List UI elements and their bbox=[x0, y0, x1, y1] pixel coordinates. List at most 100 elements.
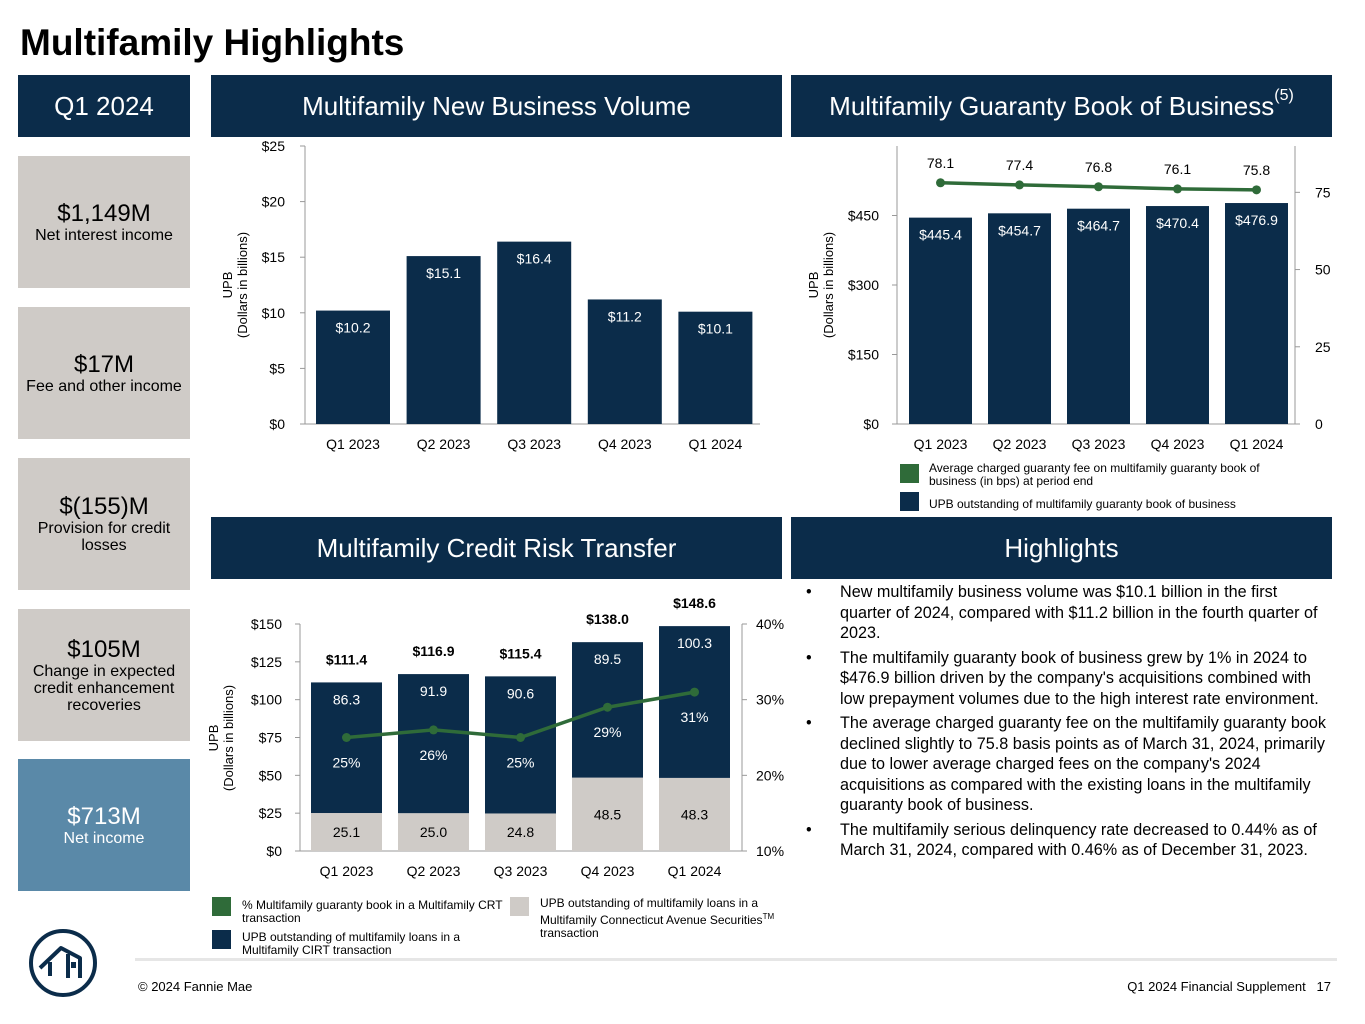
y-tick-label: $150 bbox=[251, 616, 282, 632]
highlight-item: The multifamily guaranty book of busines… bbox=[802, 648, 1332, 710]
highlight-item: The average charged guaranty fee on the … bbox=[802, 713, 1332, 816]
y-tick-label: $0 bbox=[266, 843, 282, 859]
bar-cirt bbox=[398, 674, 469, 814]
kpi-value: $1,149M bbox=[57, 199, 151, 227]
bar-cas bbox=[311, 813, 382, 851]
y-axis-title: UPB(Dollars in billions) bbox=[220, 232, 250, 338]
crt-pct-point bbox=[342, 733, 351, 742]
bar bbox=[316, 310, 390, 424]
y-tick-label: $5 bbox=[269, 360, 285, 376]
fee-point bbox=[1252, 185, 1261, 195]
total-label: $116.9 bbox=[412, 643, 454, 659]
x-tick-label: Q4 2023 bbox=[1151, 436, 1205, 452]
kpi-value: $17M bbox=[73, 350, 135, 378]
fee-point bbox=[936, 178, 945, 188]
bar bbox=[497, 241, 572, 424]
highlight-item: The multifamily serious delinquency rate… bbox=[802, 820, 1332, 861]
y-tick-label: $450 bbox=[848, 208, 879, 224]
total-label: $148.6 bbox=[673, 595, 716, 611]
kpi-provision: $(155)M Provision for credit losses bbox=[18, 458, 190, 590]
cirt-value-label: 100.3 bbox=[677, 635, 712, 651]
crt-pct-label: 31% bbox=[680, 709, 708, 725]
fee-point bbox=[1094, 182, 1103, 192]
y2-tick-label: 0 bbox=[1315, 416, 1323, 432]
kpi-net-interest-income: $1,149M Net interest income bbox=[18, 156, 190, 288]
x-tick-label: Q4 2023 bbox=[598, 436, 652, 452]
kpi-label: Change in expected credit enhancement re… bbox=[32, 662, 176, 714]
cirt-value-label: 90.6 bbox=[507, 685, 534, 701]
bar-value-label: $445.4 bbox=[919, 227, 962, 243]
bar bbox=[988, 213, 1051, 424]
page-title: Multifamily Highlights bbox=[20, 22, 405, 63]
kpi-label: Net interest income bbox=[35, 226, 173, 244]
y2-tick-label: 25 bbox=[1315, 339, 1331, 355]
x-tick-label: Q1 2024 bbox=[1230, 436, 1284, 452]
crt-pct-point bbox=[690, 687, 699, 697]
y-axis-title: UPB(Dollars in billions) bbox=[206, 685, 236, 791]
highlight-item: New multifamily business volume was $10.… bbox=[802, 582, 1332, 644]
y-tick-label: $125 bbox=[251, 654, 282, 670]
y-axis-title: UPB(Dollars in billions) bbox=[806, 232, 836, 338]
legend-swatch-crt-cirt bbox=[212, 930, 231, 949]
kpi-value: $105M bbox=[67, 635, 141, 663]
y-tick-label: $300 bbox=[848, 277, 879, 293]
bar bbox=[1225, 203, 1288, 424]
bar-cirt bbox=[311, 682, 382, 814]
bar-cas bbox=[485, 813, 556, 851]
bar-value-label: $464.7 bbox=[1077, 218, 1120, 234]
legend-crt-cas-text: UPB outstanding of multifamily loans in … bbox=[540, 896, 763, 927]
bar bbox=[909, 217, 972, 424]
x-tick-label: Q1 2023 bbox=[326, 436, 380, 452]
bar-value-label: $454.7 bbox=[998, 222, 1041, 238]
bar bbox=[587, 299, 662, 424]
y-tick-label: $75 bbox=[259, 730, 283, 746]
fee-label: 78.1 bbox=[927, 155, 954, 171]
x-tick-label: Q2 2023 bbox=[993, 436, 1047, 452]
cas-value-label: 25.1 bbox=[333, 824, 360, 840]
bar-cirt bbox=[659, 626, 730, 778]
kpi-net-income: $713M Net income bbox=[18, 759, 190, 891]
x-tick-label: Q1 2023 bbox=[914, 436, 968, 452]
total-label: $111.4 bbox=[326, 651, 367, 667]
total-label: $115.4 bbox=[499, 645, 541, 661]
bar-value-label: $10.2 bbox=[335, 320, 370, 336]
y2-tick-label: 10% bbox=[756, 843, 784, 859]
bar-value-label: $10.1 bbox=[698, 321, 733, 337]
crt-pct-label: 29% bbox=[593, 724, 621, 740]
x-tick-label: Q4 2023 bbox=[581, 863, 635, 879]
highlights-header: Highlights bbox=[791, 517, 1332, 579]
y2-tick-label: 20% bbox=[756, 767, 784, 783]
bar-value-label: $476.9 bbox=[1235, 212, 1278, 228]
y-tick-label: $20 bbox=[262, 194, 286, 210]
kpi-label: Fee and other income bbox=[26, 377, 182, 395]
legend-guaranty-fee: Average charged guaranty fee on multifam… bbox=[929, 461, 1260, 488]
y-tick-label: $150 bbox=[848, 347, 879, 363]
fee-point bbox=[1015, 180, 1024, 190]
bar-value-label: $470.4 bbox=[1156, 215, 1199, 231]
x-tick-label: Q1 2023 bbox=[320, 863, 374, 879]
bar-value-label: $11.2 bbox=[608, 308, 642, 324]
fannie-mae-logo-icon bbox=[29, 929, 97, 997]
footer-page-info: Q1 2024 Financial Supplement 17 bbox=[1127, 979, 1331, 994]
bar-cas bbox=[398, 813, 469, 851]
new-business-header: Multifamily New Business Volume bbox=[211, 75, 782, 137]
cas-value-label: 48.3 bbox=[681, 806, 708, 822]
y2-tick-label: 30% bbox=[756, 692, 784, 708]
footer-divider bbox=[135, 958, 1337, 961]
crt-pct-label: 25% bbox=[332, 755, 360, 771]
legend-crt-pct: % Multifamily guaranty book in a Multifa… bbox=[242, 898, 503, 925]
total-label: $138.0 bbox=[586, 611, 629, 627]
legend-crt-cas: UPB outstanding of multifamily loans in … bbox=[540, 897, 798, 940]
cas-value-label: 25.0 bbox=[420, 824, 447, 840]
kpi-value: $713M bbox=[67, 802, 141, 830]
crt-pct-point bbox=[429, 725, 438, 735]
kpi-label: Provision for credit losses bbox=[37, 520, 171, 554]
y-tick-label: $25 bbox=[259, 805, 283, 821]
cas-value-label: 48.5 bbox=[594, 806, 621, 822]
fee-label: 77.4 bbox=[1006, 157, 1033, 173]
legend-swatch-crt-cas bbox=[510, 897, 529, 916]
y-tick-label: $25 bbox=[262, 138, 286, 154]
